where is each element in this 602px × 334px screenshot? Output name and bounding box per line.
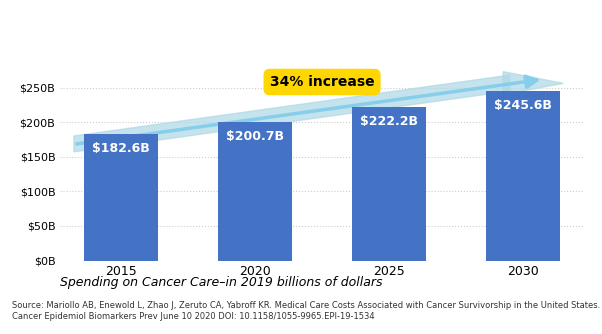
- Polygon shape: [503, 72, 563, 95]
- Text: 34% increase: 34% increase: [270, 75, 374, 89]
- Polygon shape: [74, 75, 510, 152]
- Text: National Cancer Costs Projected to Increase Drastically by 2030: National Cancer Costs Projected to Incre…: [12, 21, 602, 39]
- Text: $200.7B: $200.7B: [226, 130, 284, 143]
- Text: $245.6B: $245.6B: [494, 99, 552, 112]
- Text: Spending on Cancer Care–in 2019 billions of dollars: Spending on Cancer Care–in 2019 billions…: [60, 276, 383, 289]
- Bar: [218, 122, 292, 261]
- Bar: [352, 107, 426, 261]
- Text: $182.6B: $182.6B: [92, 143, 150, 156]
- Bar: [84, 134, 158, 261]
- Text: $222.2B: $222.2B: [360, 115, 418, 128]
- Text: Source: Mariollo AB, Enewold L, Zhao J, Zeruto CA, Yabroff KR. Medical Care Cost: Source: Mariollo AB, Enewold L, Zhao J, …: [12, 301, 600, 321]
- Bar: [486, 91, 560, 261]
